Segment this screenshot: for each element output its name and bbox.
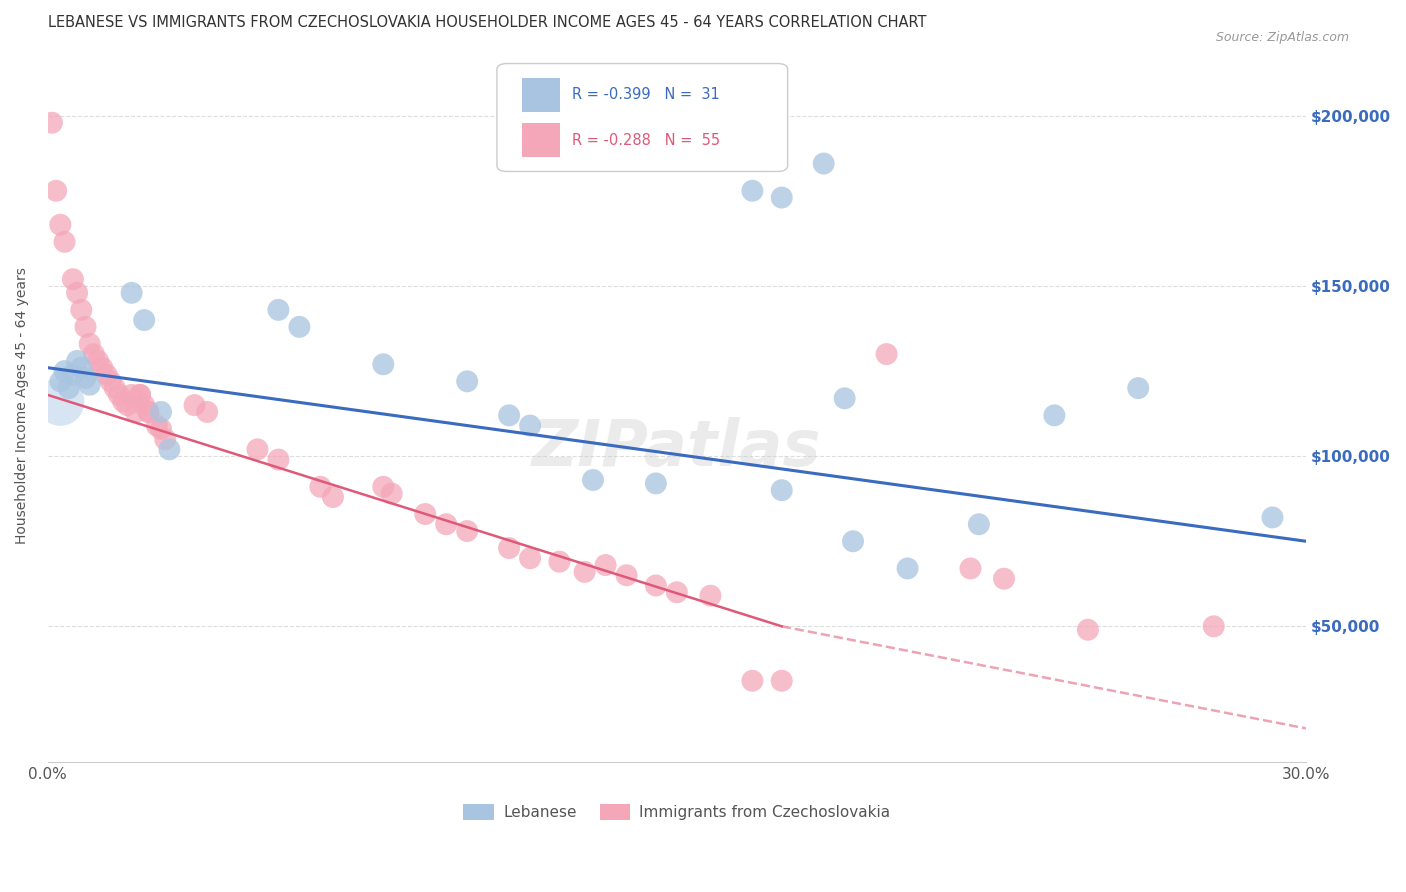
Point [138, 405, 160, 419]
Point [129, 388, 152, 402]
Point [58, 381, 80, 395]
Point [373, 357, 395, 371]
Point [413, 507, 436, 521]
Point [616, 568, 638, 582]
Point [456, 374, 478, 388]
Point [87, 354, 110, 368]
Point [138, 405, 160, 419]
Point [183, 398, 205, 412]
Point [842, 534, 865, 549]
Point [112, 394, 135, 409]
Point [129, 388, 152, 402]
Text: LEBANESE VS IMMIGRANTS FROM CZECHOSLOVAKIA HOUSEHOLDER INCOME AGES 45 - 64 YEARS: LEBANESE VS IMMIGRANTS FROM CZECHOSLOVAK… [48, 15, 927, 30]
Point [195, 405, 218, 419]
Point [66, 354, 89, 368]
Point [49, 374, 72, 388]
Text: Source: ZipAtlas.com: Source: ZipAtlas.com [1216, 31, 1350, 45]
Point [582, 473, 605, 487]
FancyBboxPatch shape [522, 123, 560, 157]
Point [100, 374, 122, 388]
Point [1202, 619, 1225, 633]
Point [117, 398, 139, 412]
Point [741, 184, 763, 198]
Point [79, 377, 101, 392]
Point [373, 480, 395, 494]
Point [83, 347, 105, 361]
Point [96, 368, 118, 382]
Point [1128, 381, 1150, 395]
Point [699, 589, 721, 603]
Point [548, 555, 571, 569]
Point [70, 360, 93, 375]
Point [134, 398, 156, 412]
Point [91, 360, 114, 375]
Point [665, 585, 688, 599]
Point [70, 302, 93, 317]
FancyBboxPatch shape [496, 63, 787, 171]
Point [456, 524, 478, 538]
Point [322, 490, 344, 504]
Point [876, 347, 898, 361]
Point [146, 418, 169, 433]
Point [1043, 409, 1066, 423]
Point [62, 368, 84, 382]
Point [967, 517, 990, 532]
Point [288, 319, 311, 334]
Point [498, 541, 520, 555]
Point [1077, 623, 1099, 637]
Y-axis label: Householder Income Ages 45 - 64 years: Householder Income Ages 45 - 64 years [15, 267, 30, 543]
Point [150, 405, 173, 419]
Point [519, 551, 541, 566]
Point [75, 319, 97, 334]
Point [246, 442, 269, 457]
Point [108, 388, 131, 402]
Point [959, 561, 981, 575]
Point [770, 190, 793, 204]
Point [595, 558, 617, 572]
Text: R = -0.288   N =  55: R = -0.288 N = 55 [572, 133, 720, 147]
Point [153, 432, 176, 446]
Point [49, 394, 72, 409]
Point [813, 156, 835, 170]
Point [267, 452, 290, 467]
Point [267, 302, 290, 317]
Point [381, 486, 404, 500]
Point [79, 337, 101, 351]
Point [121, 388, 143, 402]
Point [834, 392, 856, 406]
Point [770, 673, 793, 688]
Point [62, 272, 84, 286]
Point [770, 483, 793, 498]
Point [104, 381, 127, 395]
Point [125, 405, 148, 419]
Point [66, 285, 89, 300]
Point [519, 418, 541, 433]
Point [993, 572, 1015, 586]
FancyBboxPatch shape [522, 78, 560, 112]
Point [157, 442, 180, 457]
Point [134, 313, 156, 327]
Point [896, 561, 918, 575]
Text: R = -0.399   N =  31: R = -0.399 N = 31 [572, 87, 720, 103]
Point [49, 218, 72, 232]
Point [574, 565, 596, 579]
Point [741, 673, 763, 688]
Point [434, 517, 457, 532]
Point [645, 476, 668, 491]
Point [53, 364, 76, 378]
Legend: Lebanese, Immigrants from Czechoslovakia: Lebanese, Immigrants from Czechoslovakia [457, 798, 897, 826]
Point [45, 184, 67, 198]
Point [121, 285, 143, 300]
Point [498, 409, 520, 423]
Point [309, 480, 332, 494]
Point [150, 422, 173, 436]
Point [53, 235, 76, 249]
Text: ZIPatlas: ZIPatlas [531, 417, 821, 479]
Point [41, 116, 63, 130]
Point [75, 371, 97, 385]
Point [645, 578, 668, 592]
Point [1261, 510, 1284, 524]
